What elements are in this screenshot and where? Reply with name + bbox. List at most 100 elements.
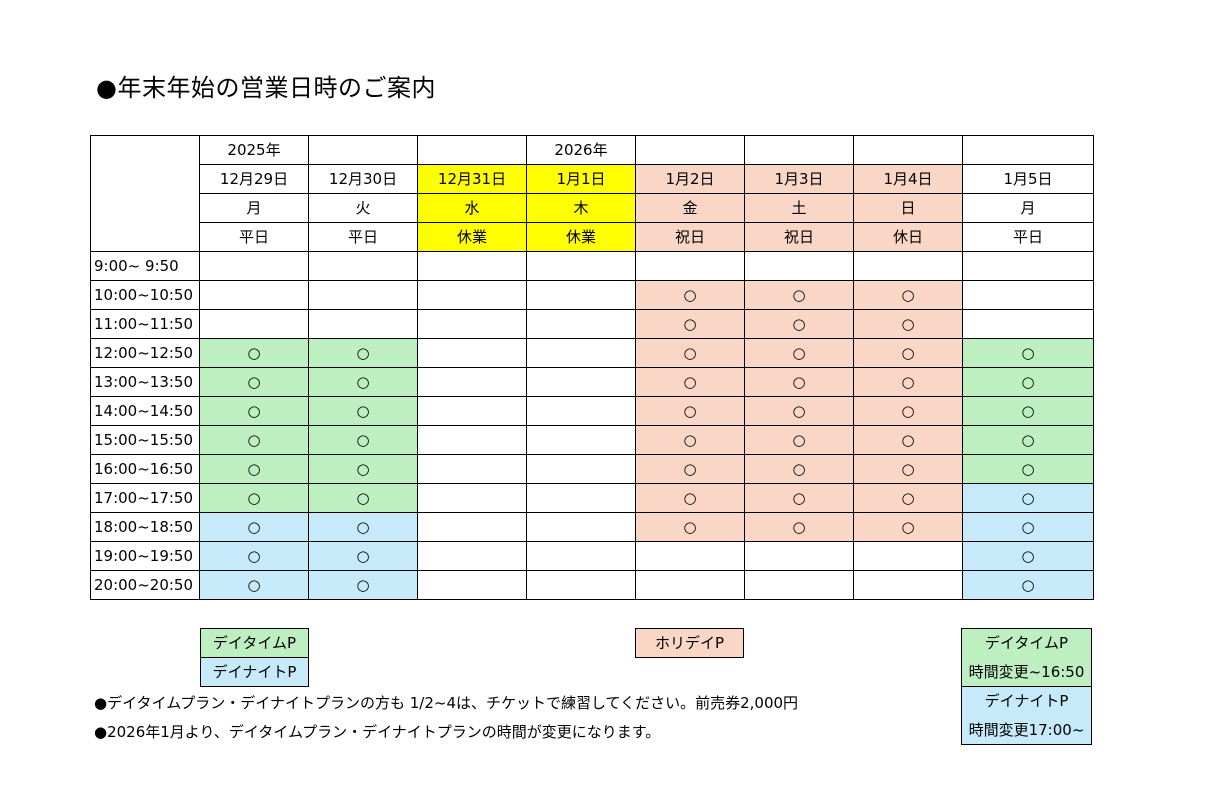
open-slot-mark: ○ [744, 280, 854, 310]
empty-slot [417, 367, 527, 397]
open-slot-mark: ○ [853, 454, 963, 484]
open-slot-mark: ○ [853, 280, 963, 310]
weekdays-cell: 火 [308, 193, 418, 223]
open-slot-mark: ○ [199, 425, 309, 455]
empty-slot [417, 541, 527, 571]
empty-slot [962, 251, 1094, 281]
legend-daynight-label: デイナイトP [212, 663, 297, 681]
years-cell [417, 135, 527, 165]
daytypes-cell: 休業 [526, 222, 636, 252]
weekdays-cell: 土 [744, 193, 854, 223]
open-slot-mark: ○ [853, 309, 963, 339]
daytypes-cell: 休業 [417, 222, 527, 252]
weekdays-cell: 水 [417, 193, 527, 223]
open-slot-mark: ○ [199, 367, 309, 397]
empty-slot [526, 338, 636, 368]
empty-slot [526, 280, 636, 310]
header-row-dates: 12月29日 12月30日 12月31日 1月1日 1月2日 1月3日 1月4日 1月5日 [91, 164, 1094, 194]
time-row: 17:00~17:50 ○ ○ ○ ○ ○ ○ [90, 483, 1094, 513]
open-slot-mark: ○ [744, 309, 854, 339]
empty-slot [635, 570, 745, 600]
time-slot-label: 15:00~15:50 [90, 425, 200, 455]
time-slot-label: 11:00~11:50 [90, 309, 200, 339]
empty-slot [526, 454, 636, 484]
open-slot-mark: ○ [962, 425, 1094, 455]
empty-slot [308, 251, 418, 281]
dates-cell: 12月29日 [199, 164, 309, 194]
legend-daytime: デイタイムP [200, 628, 309, 658]
dates-cell: 1月4日 [853, 164, 963, 194]
open-slot-mark: ○ [635, 280, 745, 310]
note-time-change: ●2026年1月より、デイタイムプラン・デイナイトプランの時間が変更になります。 [94, 723, 661, 741]
empty-slot [526, 512, 636, 542]
weekdays-cell: 木 [526, 193, 636, 223]
years-cell [853, 135, 963, 165]
corner-cell [90, 135, 200, 252]
empty-slot [199, 280, 309, 310]
open-slot-mark: ○ [308, 425, 418, 455]
daytypes-cell: 祝日 [744, 222, 854, 252]
dates-cell: 1月3日 [744, 164, 854, 194]
time-slot-label: 20:00~20:50 [90, 570, 200, 600]
time-row: 16:00~16:50 ○ ○ ○ ○ ○ ○ [90, 454, 1094, 484]
time-slot-label: 14:00~14:50 [90, 396, 200, 426]
open-slot-mark: ○ [308, 570, 418, 600]
empty-slot [526, 483, 636, 513]
empty-slot [526, 396, 636, 426]
legend-daytime-new-label: デイタイムP [984, 634, 1069, 652]
open-slot-mark: ○ [744, 454, 854, 484]
years-cell [744, 135, 854, 165]
dates-cell: 1月5日 [962, 164, 1094, 194]
empty-slot [308, 280, 418, 310]
open-slot-mark: ○ [635, 367, 745, 397]
page-title: ●年末年始の営業日時のご案内 [96, 74, 436, 102]
years-cell: 2025年 [199, 135, 309, 165]
time-row: 20:00~20:50 ○ ○ ○ [90, 570, 1094, 600]
years-cell: 2026年 [526, 135, 636, 165]
time-slot-label: 19:00~19:50 [90, 541, 200, 571]
empty-slot [744, 541, 854, 571]
empty-slot [199, 251, 309, 281]
time-row: 9:00~ 9:50 [90, 251, 1094, 281]
time-row: 14:00~14:50 ○ ○ ○ ○ ○ ○ [90, 396, 1094, 426]
empty-slot [635, 251, 745, 281]
empty-slot [635, 541, 745, 571]
empty-slot [526, 570, 636, 600]
open-slot-mark: ○ [635, 338, 745, 368]
open-slot-mark: ○ [962, 338, 1094, 368]
open-slot-mark: ○ [199, 483, 309, 513]
open-slot-mark: ○ [308, 512, 418, 542]
empty-slot [199, 309, 309, 339]
empty-slot [962, 309, 1094, 339]
time-slot-label: 9:00~ 9:50 [90, 251, 200, 281]
open-slot-mark: ○ [199, 454, 309, 484]
empty-slot [417, 483, 527, 513]
open-slot-mark: ○ [744, 367, 854, 397]
open-slot-mark: ○ [199, 541, 309, 571]
time-row: 18:00~18:50 ○ ○ ○ ○ ○ ○ [90, 512, 1094, 542]
time-slot-label: 13:00~13:50 [90, 367, 200, 397]
open-slot-mark: ○ [635, 425, 745, 455]
legend-daytime-new: デイタイムP 時間変更~16:50 [961, 628, 1092, 687]
open-slot-mark: ○ [744, 396, 854, 426]
daytypes-cell: 休日 [853, 222, 963, 252]
open-slot-mark: ○ [853, 483, 963, 513]
open-slot-mark: ○ [962, 396, 1094, 426]
years-cell [635, 135, 745, 165]
time-row: 10:00~10:50 ○ ○ ○ [90, 280, 1094, 310]
empty-slot [526, 367, 636, 397]
legend-daynight-new: デイナイトP 時間変更17:00~ [961, 686, 1092, 745]
legend-daytime-new-time: 時間変更~16:50 [968, 663, 1085, 681]
empty-slot [417, 512, 527, 542]
empty-slot [417, 338, 527, 368]
time-slot-label: 16:00~16:50 [90, 454, 200, 484]
open-slot-mark: ○ [199, 396, 309, 426]
empty-slot [417, 454, 527, 484]
open-slot-mark: ○ [199, 338, 309, 368]
weekdays-cell: 月 [962, 193, 1094, 223]
note-ticket: ●デイタイムプラン・デイナイトプランの方も 1/2~4は、チケットで練習してくだ… [94, 694, 799, 712]
open-slot-mark: ○ [962, 570, 1094, 600]
empty-slot [962, 280, 1094, 310]
empty-slot [417, 251, 527, 281]
open-slot-mark: ○ [308, 454, 418, 484]
